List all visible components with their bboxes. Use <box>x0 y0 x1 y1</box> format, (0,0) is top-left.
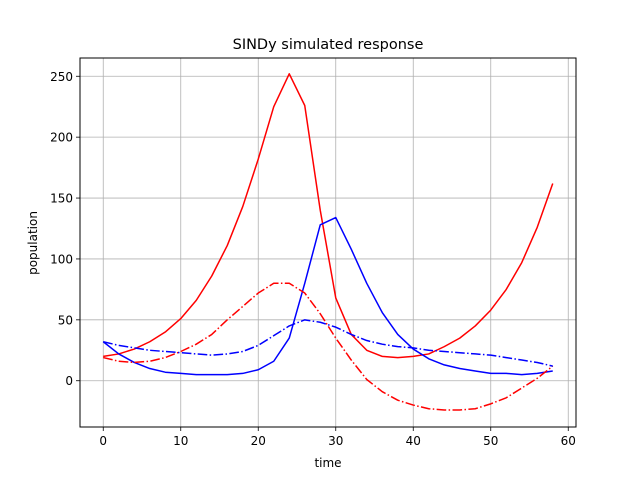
x-tick-label: 50 <box>483 434 498 448</box>
series-line-1 <box>103 73 554 359</box>
series-line-4 <box>103 319 553 367</box>
y-tick-label: 50 <box>58 313 73 327</box>
chart-title: SINDy simulated response <box>233 37 424 53</box>
y-tick-label: 250 <box>50 70 73 84</box>
y-tick-label: 150 <box>50 192 73 206</box>
x-tick-label: 20 <box>251 434 266 448</box>
x-tick-label: 0 <box>99 434 107 448</box>
plot-frame <box>79 57 577 428</box>
x-axis-label: time <box>314 456 341 470</box>
y-axis-label: population <box>26 211 40 275</box>
x-tick-label: 10 <box>173 434 188 448</box>
y-tick-label: 0 <box>65 374 73 388</box>
series-line-2 <box>102 216 553 376</box>
x-tick-label: 30 <box>328 434 343 448</box>
y-tick-label: 100 <box>50 252 73 266</box>
grid-lines <box>80 58 576 427</box>
y-tick-label: 200 <box>50 131 73 145</box>
x-tick-label: 60 <box>561 434 576 448</box>
axis-ticks: 0 10 20 30 40 50 60 0 50 100 150 200 250 <box>50 70 576 448</box>
x-tick-label: 40 <box>406 434 421 448</box>
plot-series <box>102 73 554 411</box>
